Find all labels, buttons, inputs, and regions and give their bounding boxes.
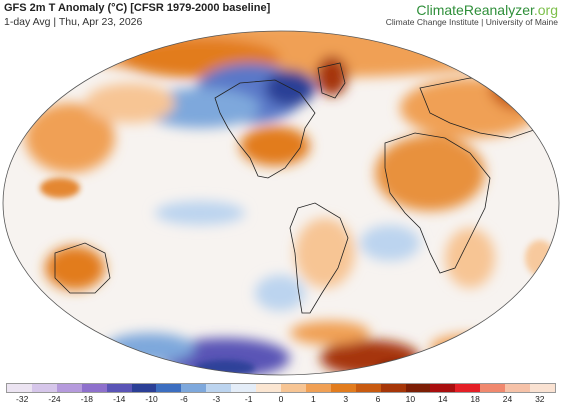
legend-swatch [330, 384, 356, 392]
legend-swatch [355, 384, 381, 392]
legend-tick-label: 1 [310, 394, 316, 404]
legend-swatch [455, 384, 481, 392]
legend-swatch [156, 384, 182, 392]
legend-tick-label: 0 [278, 394, 284, 404]
legend-swatch [56, 384, 82, 392]
brand-name: ClimateReanalyzer.org [416, 2, 558, 18]
brand-logo[interactable]: ClimateReanalyzer.org Climate Change Ins… [386, 2, 558, 27]
legend-swatch [106, 384, 132, 392]
legend-tick-label: 10 [405, 394, 416, 404]
legend-swatch [181, 384, 207, 392]
legend-tick-label: -3 [212, 394, 221, 404]
color-legend: -32 -24 -18 -14 -10 -6 -3 -1 0 1 3 6 10 14 18 24 32 [6, 383, 556, 405]
anomaly-map [2, 30, 560, 376]
legend-tick-label: 6 [375, 394, 381, 404]
legend-swatch [256, 384, 281, 392]
map-subtitle: 1-day Avg | Thu, Apr 23, 2026 [4, 16, 143, 28]
legend-swatch [31, 384, 57, 392]
legend-tick-label: 3 [343, 394, 349, 404]
legend-tick-label: -6 [180, 394, 188, 404]
legend-swatch [81, 384, 107, 392]
legend-swatch [206, 384, 232, 392]
legend-tick-label: 14 [438, 394, 448, 404]
legend-swatch [480, 384, 506, 392]
legend-swatch [430, 384, 456, 392]
legend-ticks: -32 -24 -18 -14 -10 -6 -3 -1 0 1 3 6 10 14 18 24 32 [6, 394, 556, 405]
legend-tick-label: -18 [80, 394, 94, 404]
legend-tick-label: -10 [145, 394, 158, 404]
legend-tick-label: 24 [502, 394, 513, 404]
legend-tick-label: 18 [470, 394, 480, 404]
legend-swatch [505, 384, 531, 392]
legend-swatch [231, 384, 257, 392]
legend-colorbar [6, 383, 556, 393]
legend-tick-label: -24 [48, 394, 61, 404]
continent-outlines [54, 62, 546, 314]
legend-tick-label: 32 [535, 394, 545, 404]
legend-tick-label: -32 [16, 394, 29, 404]
legend-swatch [7, 384, 32, 392]
map-title: GFS 2m T Anomaly (°C) [CFSR 1979-2000 ba… [4, 2, 271, 14]
anomaly-field [3, 31, 559, 375]
legend-tick-label: -1 [244, 394, 253, 404]
legend-swatch [305, 384, 331, 392]
legend-swatch [131, 384, 157, 392]
legend-swatch [530, 384, 555, 392]
brand-affiliation: Climate Change Institute | University of… [385, 17, 558, 27]
legend-swatch [405, 384, 431, 392]
legend-swatch [280, 384, 306, 392]
legend-tick-label: -14 [113, 394, 126, 404]
legend-swatch [380, 384, 406, 392]
